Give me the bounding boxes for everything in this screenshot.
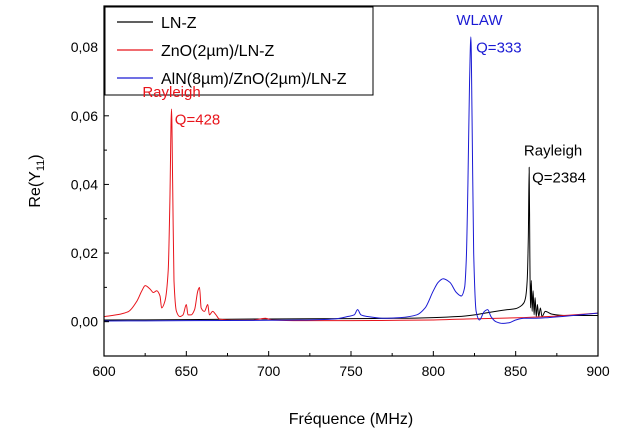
y-tick-label: 0,00 bbox=[71, 314, 98, 330]
annotation-wlaw-blue: WLAW bbox=[456, 12, 503, 29]
x-tick-label: 800 bbox=[422, 363, 446, 379]
x-tick-label: 600 bbox=[92, 363, 116, 379]
x-tick-label: 750 bbox=[339, 363, 363, 379]
legend-label: AlN(8µm)/ZnO(2µm)/LN-Z bbox=[161, 71, 347, 88]
x-tick-label: 850 bbox=[504, 363, 528, 379]
x-axis-title: Fréquence (MHz) bbox=[289, 411, 413, 428]
annotation-rayleigh-black: Rayleigh bbox=[524, 142, 582, 159]
legend-label: LN-Z bbox=[161, 15, 197, 32]
y-tick-label: 0,04 bbox=[71, 176, 98, 192]
y-tick-label: 0,08 bbox=[71, 39, 98, 55]
y-axis-title-close: ) bbox=[27, 154, 44, 159]
x-tick-label: 700 bbox=[257, 363, 281, 379]
y-axis-title-main: Re(Y bbox=[27, 171, 44, 208]
legend: LN-Z ZnO(2µm)/LN-Z AlN(8µm)/ZnO(2µm)/LN-Z bbox=[104, 6, 374, 96]
plot-lines bbox=[103, 36, 599, 324]
series-line-2 bbox=[103, 36, 599, 324]
annotation-q-blue: Q=333 bbox=[476, 39, 521, 56]
legend-label: ZnO(2µm)/LN-Z bbox=[161, 43, 274, 60]
annotations: Rayleigh Q=428 WLAW Q=333 Rayleigh Q=2384 bbox=[142, 12, 586, 187]
series-line-1 bbox=[103, 108, 599, 322]
y-axis-title-subscript: 11 bbox=[35, 160, 47, 171]
axes: 600 650 700 750 800 850 900 0,00 0,02 0,04 0,06 0,0… bbox=[71, 12, 610, 379]
annotation-rayleigh-red: Rayleigh bbox=[142, 84, 200, 101]
x-tick-label: 650 bbox=[175, 363, 199, 379]
y-axis-title: Re(Y11) bbox=[27, 154, 47, 207]
y-tick-label: 0,06 bbox=[71, 108, 98, 124]
y-tick-label: 0,02 bbox=[71, 245, 98, 261]
annotation-q-red: Q=428 bbox=[175, 111, 220, 128]
annotation-q-black: Q=2384 bbox=[532, 170, 586, 187]
x-tick-label: 900 bbox=[586, 363, 610, 379]
series-line-0 bbox=[103, 166, 598, 321]
